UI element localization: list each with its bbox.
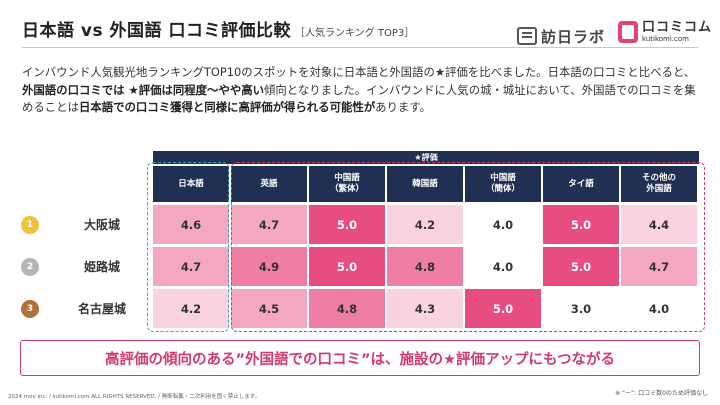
copyright-footer: 2024 mov inc. / kutikomi.com ALL RIGHTS …	[8, 394, 261, 400]
page-title-row: 日本語 vs 外国語 口コミ評価比較 ［人気ランキング TOP3］	[22, 16, 492, 44]
column-header: 英語	[231, 166, 307, 202]
rating-cell: 4.8	[387, 247, 463, 286]
footnote: ※ “ー”: 口コミ数0のため評価なし	[615, 390, 708, 397]
rating-cell: 4.2	[153, 289, 229, 328]
rating-cell: 5.0	[309, 205, 385, 244]
foreign-columns-outline	[231, 162, 705, 332]
rank-badge: 2	[21, 258, 39, 276]
rating-group-header: ★評価	[153, 151, 699, 164]
kutikomi-logo: 口コミコム kutikomi.com	[618, 21, 712, 43]
houjin-labo-logo: 訪日ラボ	[517, 24, 605, 48]
rating-cell: 4.4	[621, 205, 697, 244]
intro-bold-1: 外国語の口コミでは ★評価は同程度〜やや高い	[22, 82, 264, 97]
rating-cell: 5.0	[543, 205, 619, 244]
page-subtitle: ［人気ランキング TOP3］	[294, 28, 415, 39]
column-header: タイ語	[543, 166, 619, 202]
kutikomi-logo-icon	[618, 21, 638, 43]
column-header: 韓国語	[387, 166, 463, 202]
kutikomi-logo-domain: kutikomi.com	[642, 35, 689, 43]
rating-cell: 4.7	[231, 205, 307, 244]
intro-text-1: インバウンド人気観光地ランキングTOP10のスポットを対象に日本語と外国語の★評…	[22, 65, 696, 79]
rating-cell: 4.0	[465, 205, 541, 244]
rating-cell: 3.0	[543, 289, 619, 328]
rating-cell: 5.0	[465, 289, 541, 328]
intro-text-2: 傾向となりました。インバウンドに人気の城・城址において、外国語での口コミを集める…	[22, 82, 696, 115]
rating-cell: 5.0	[309, 247, 385, 286]
rank-badge: 1	[21, 216, 39, 234]
rating-cell: 4.5	[231, 289, 307, 328]
column-header: 中国語 （簡体）	[465, 166, 541, 202]
houjin-labo-logo-text: 訪日ラボ	[541, 27, 606, 46]
rating-cell: 4.0	[621, 289, 697, 328]
rating-cell: 4.7	[621, 247, 697, 286]
japanese-column-outline	[147, 162, 229, 332]
rating-cell: 5.0	[543, 247, 619, 286]
rating-cell: 4.9	[231, 247, 307, 286]
column-header: 中国語 （繁体）	[309, 166, 385, 202]
rating-cell: 4.3	[387, 289, 463, 328]
rank-badge: 3	[21, 300, 39, 318]
castle-name: 姫路城	[83, 260, 120, 274]
castle-name: 大阪城	[83, 218, 120, 232]
page-title: 日本語 vs 外国語 口コミ評価比較	[22, 21, 291, 41]
rating-cell: 4.6	[153, 205, 229, 244]
column-header: その他の 外国語	[621, 166, 697, 202]
rating-cell: 4.8	[309, 289, 385, 328]
title-divider	[22, 47, 698, 48]
column-header: 日本語	[153, 166, 229, 202]
rating-cell: 4.2	[387, 205, 463, 244]
conclusion-callout: 高評価の傾向のある”外国語での口コミ”は、施設の★評価アップにもつながる	[20, 340, 700, 376]
kutikomi-logo-text: 口コミコム	[642, 20, 713, 35]
rating-cell: 4.7	[153, 247, 229, 286]
intro-paragraph: インバウンド人気観光地ランキングTOP10のスポットを対象に日本語と外国語の★評…	[22, 64, 698, 117]
rating-cell: 4.0	[465, 247, 541, 286]
intro-text-3: あります。	[375, 100, 431, 114]
houjin-labo-logo-icon	[517, 27, 537, 45]
intro-bold-2: 日本語での口コミ獲得と同様に高評価が得られる可能性が	[78, 100, 376, 114]
castle-name: 名古屋城	[77, 302, 126, 316]
